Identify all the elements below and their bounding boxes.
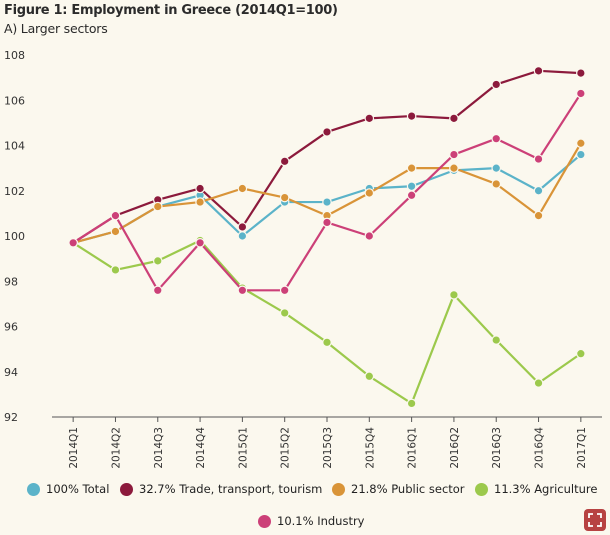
data-point-21-8-public-sector <box>152 201 163 212</box>
data-point-32-7-trade-transport-tourism <box>491 79 502 90</box>
legend-label: 32.7% Trade, transport, tourism <box>139 482 323 496</box>
chart-title: Figure 1: Employment in Greece (2014Q1=1… <box>4 3 338 18</box>
data-point-21-8-public-sector <box>576 138 586 149</box>
data-point-21-8-public-sector <box>449 163 459 173</box>
data-point-10-1-industry <box>322 217 332 228</box>
data-point-21-8-public-sector <box>237 183 248 194</box>
data-point-11-3-agriculture <box>279 308 290 318</box>
data-point-11-3-agriculture <box>491 335 502 345</box>
data-point-10-1-industry <box>279 285 290 296</box>
data-point-10-1-industry <box>195 237 205 248</box>
data-point-21-8-public-sector <box>491 179 502 189</box>
data-point-32-7-trade-transport-tourism <box>449 113 459 124</box>
zoom-button[interactable] <box>584 509 606 531</box>
data-point-10-1-industry <box>406 190 417 201</box>
legend-swatch <box>258 514 271 528</box>
data-point-32-7-trade-transport-tourism <box>322 127 332 137</box>
x-tick-label: 2015Q4 <box>364 427 376 469</box>
x-tick-label: 2016Q1 <box>407 427 419 469</box>
x-tick-label: 2014Q1 <box>68 427 80 469</box>
legend-swatch <box>332 482 345 496</box>
data-point-11-3-agriculture <box>152 256 163 266</box>
data-point-100-total <box>576 149 586 160</box>
data-point-21-8-public-sector <box>279 192 290 203</box>
y-tick-label: 92 <box>4 411 18 424</box>
y-tick-label: 94 <box>4 366 18 379</box>
data-point-100-total <box>406 181 417 192</box>
y-tick-label: 100 <box>4 230 25 243</box>
legend-label: 10.1% Industry <box>277 514 365 528</box>
y-tick-label: 96 <box>4 321 18 334</box>
x-tick-label: 2016Q4 <box>534 427 546 469</box>
data-point-10-1-industry <box>237 285 248 296</box>
zoom-icon <box>588 513 602 527</box>
y-tick-label: 108 <box>4 49 25 62</box>
legend-item-100-total[interactable]: 100% Total <box>27 482 109 496</box>
data-point-100-total <box>533 185 544 196</box>
y-tick-label: 104 <box>4 140 25 153</box>
data-point-32-7-trade-transport-tourism <box>237 222 248 232</box>
series-line-11-3-agriculture <box>72 239 582 405</box>
x-tick-label: 2017Q1 <box>576 427 588 469</box>
x-tick-label: 2014Q3 <box>153 427 165 469</box>
data-point-10-1-industry <box>364 231 375 241</box>
data-point-32-7-trade-transport-tourism <box>576 68 586 78</box>
data-point-11-3-agriculture <box>364 371 375 382</box>
data-point-100-total <box>322 197 332 207</box>
data-point-100-total <box>237 231 248 241</box>
legend-label: 100% Total <box>46 482 110 496</box>
data-point-32-7-trade-transport-tourism <box>533 66 544 76</box>
data-point-11-3-agriculture <box>406 398 417 409</box>
data-point-10-1-industry <box>576 88 586 99</box>
legend-item-10-1-industry[interactable]: 10.1% Industry <box>258 514 365 528</box>
data-point-10-1-industry <box>449 149 459 160</box>
series-line-10-1-industry <box>72 92 582 292</box>
data-point-32-7-trade-transport-tourism <box>364 113 375 124</box>
line-chart: 92 94 96 98 100 102 104 106 108 2014Q1 2014Q2 2014Q… <box>4 49 602 469</box>
x-tick-label: 2016Q2 <box>449 427 461 469</box>
x-tick-label: 2016Q3 <box>491 427 503 469</box>
data-point-32-7-trade-transport-tourism <box>279 156 290 167</box>
x-tick-label: 2014Q4 <box>195 427 207 469</box>
data-point-32-7-trade-transport-tourism <box>195 183 205 194</box>
legend-label: 21.8% Public sector <box>351 482 465 496</box>
data-point-11-3-agriculture <box>110 265 121 275</box>
data-point-11-3-agriculture <box>533 378 544 388</box>
x-tick-label: 2015Q1 <box>237 427 249 469</box>
data-point-10-1-industry <box>110 210 121 221</box>
data-point-11-3-agriculture <box>322 337 332 348</box>
x-tick-label: 2015Q2 <box>280 427 292 469</box>
legend-label: 11.3% Agriculture <box>494 482 598 496</box>
data-point-21-8-public-sector <box>533 210 544 221</box>
data-point-11-3-agriculture <box>449 290 459 300</box>
legend-item-11-3-agriculture[interactable]: 11.3% Agriculture <box>475 482 597 496</box>
data-point-10-1-industry <box>68 237 78 248</box>
data-point-10-1-industry <box>491 133 502 144</box>
legend-swatch <box>475 482 488 496</box>
data-point-100-total <box>491 163 502 173</box>
legend-swatch <box>120 482 133 496</box>
y-tick-label: 106 <box>4 94 25 107</box>
data-point-10-1-industry <box>533 154 544 164</box>
data-point-21-8-public-sector <box>195 197 205 207</box>
y-tick-label: 98 <box>4 275 18 288</box>
chart-subtitle: A) Larger sectors <box>4 21 108 36</box>
legend-item-21-8-public-sector[interactable]: 21.8% Public sector <box>332 482 465 496</box>
data-point-21-8-public-sector <box>364 188 375 198</box>
legend-swatch <box>27 482 40 496</box>
data-point-11-3-agriculture <box>576 348 586 359</box>
series-line-21-8-public-sector <box>72 142 582 244</box>
data-point-21-8-public-sector <box>110 226 121 237</box>
x-tick-label: 2014Q2 <box>110 427 122 469</box>
y-tick-label: 102 <box>4 185 25 198</box>
data-point-32-7-trade-transport-tourism <box>406 111 417 121</box>
data-point-21-8-public-sector <box>406 163 417 173</box>
data-point-10-1-industry <box>152 285 163 296</box>
x-tick-label: 2015Q3 <box>322 427 334 469</box>
legend-item-32-7-trade-transport-tourism[interactable]: 32.7% Trade, transport, tourism <box>120 482 322 496</box>
